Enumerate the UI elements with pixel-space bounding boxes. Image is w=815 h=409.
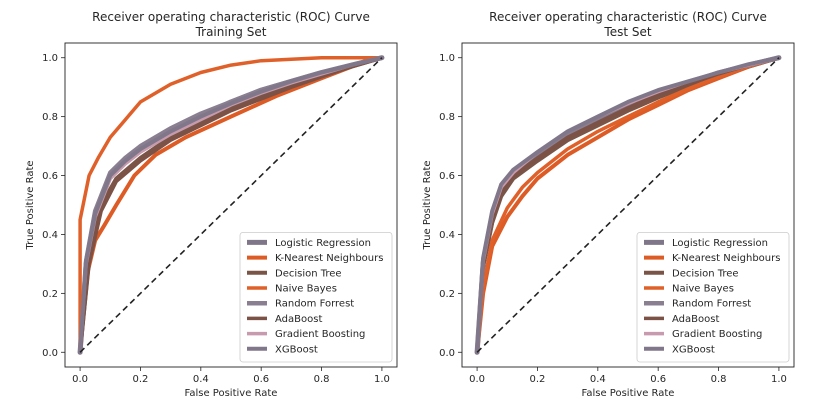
legend-label-adaboost: AdaBoost: [672, 314, 719, 325]
x-tick-label: 0.6: [650, 374, 666, 385]
y-tick-label: 0.8: [42, 112, 58, 123]
plot-frame: [64, 42, 398, 368]
chart-subtitle: Test Set: [603, 25, 651, 39]
x-tick-label: 0.4: [193, 374, 209, 385]
series-line-xgboost: [78, 55, 384, 355]
x-tick-label: 0.6: [253, 374, 269, 385]
test-roc-panel: Receiver operating characteristic (ROC) …: [422, 10, 795, 399]
y-tick-label: 1.0: [439, 53, 455, 64]
x-tick-label: 0.4: [590, 374, 606, 385]
x-axis-label: False Positive Rate: [185, 388, 278, 399]
legend-label-k-nearest-neighbours: K-Nearest Neighbours: [672, 253, 780, 264]
diagonal-reference-line: [476, 57, 780, 353]
legend-label-xgboost: XGBoost: [672, 344, 715, 355]
chart-title: Receiver operating characteristic (ROC) …: [92, 10, 370, 24]
legend-label-logistic-regression: Logistic Regression: [275, 238, 371, 249]
legend-label-naive-bayes: Naive Bayes: [275, 284, 337, 295]
plot-frame: [461, 42, 795, 368]
legend-label-decision-tree: Decision Tree: [672, 268, 739, 279]
legend-label-gradient-boosting: Gradient Boosting: [672, 329, 762, 340]
y-tick-label: 0.4: [439, 230, 455, 241]
legend-box: [239, 231, 393, 363]
legend-label-k-nearest-neighbours: K-Nearest Neighbours: [275, 253, 383, 264]
legend-label-gradient-boosting: Gradient Boosting: [275, 329, 365, 340]
y-tick-label: 0.2: [42, 289, 58, 300]
x-tick-label: 0.0: [469, 374, 485, 385]
legend-label-adaboost: AdaBoost: [275, 314, 322, 325]
y-tick-label: 0.0: [439, 348, 455, 359]
series-lines: [77, 55, 385, 355]
train-roc-panel: Receiver operating characteristic (ROC) …: [25, 10, 398, 399]
legend-label-xgboost: XGBoost: [275, 344, 318, 355]
legend-box: [636, 231, 790, 363]
legend-label-naive-bayes: Naive Bayes: [672, 284, 734, 295]
y-tick-label: 1.0: [42, 53, 58, 64]
y-tick-label: 0.4: [42, 230, 58, 241]
y-axis-label: True Positive Rate: [25, 160, 36, 250]
series-line-naive-bayes: [475, 55, 781, 355]
legend-label-random-forrest: Random Forrest: [275, 299, 354, 310]
series-line-naive-bayes: [78, 55, 384, 355]
legend-label-decision-tree: Decision Tree: [275, 268, 342, 279]
chart-title: Receiver operating characteristic (ROC) …: [489, 10, 767, 24]
diagonal-reference-line: [79, 57, 383, 353]
chart-subtitle: Training Set: [195, 25, 267, 39]
x-tick-label: 0.0: [72, 374, 88, 385]
series-line-xgboost: [475, 55, 781, 355]
x-tick-label: 1.0: [374, 374, 390, 385]
y-tick-label: 0.8: [439, 112, 455, 123]
x-tick-label: 1.0: [771, 374, 787, 385]
x-tick-label: 0.2: [133, 374, 149, 385]
y-tick-label: 0.6: [42, 171, 58, 182]
series-lines: [474, 55, 782, 355]
x-tick-label: 0.8: [314, 374, 330, 385]
x-tick-label: 0.2: [530, 374, 546, 385]
legend-label-random-forrest: Random Forrest: [672, 299, 751, 310]
y-tick-label: 0.2: [439, 289, 455, 300]
x-axis-label: False Positive Rate: [582, 388, 675, 399]
y-tick-label: 0.6: [439, 171, 455, 182]
legend: Logistic Regression K-Nearest Neighbours D…: [239, 231, 393, 363]
legend-label-logistic-regression: Logistic Regression: [672, 238, 768, 249]
legend: Logistic Regression K-Nearest Neighbours D…: [636, 231, 790, 363]
series-line-adaboost: [78, 55, 384, 355]
x-tick-label: 0.8: [711, 374, 727, 385]
y-tick-label: 0.0: [42, 348, 58, 359]
y-axis-label: True Positive Rate: [422, 160, 433, 250]
